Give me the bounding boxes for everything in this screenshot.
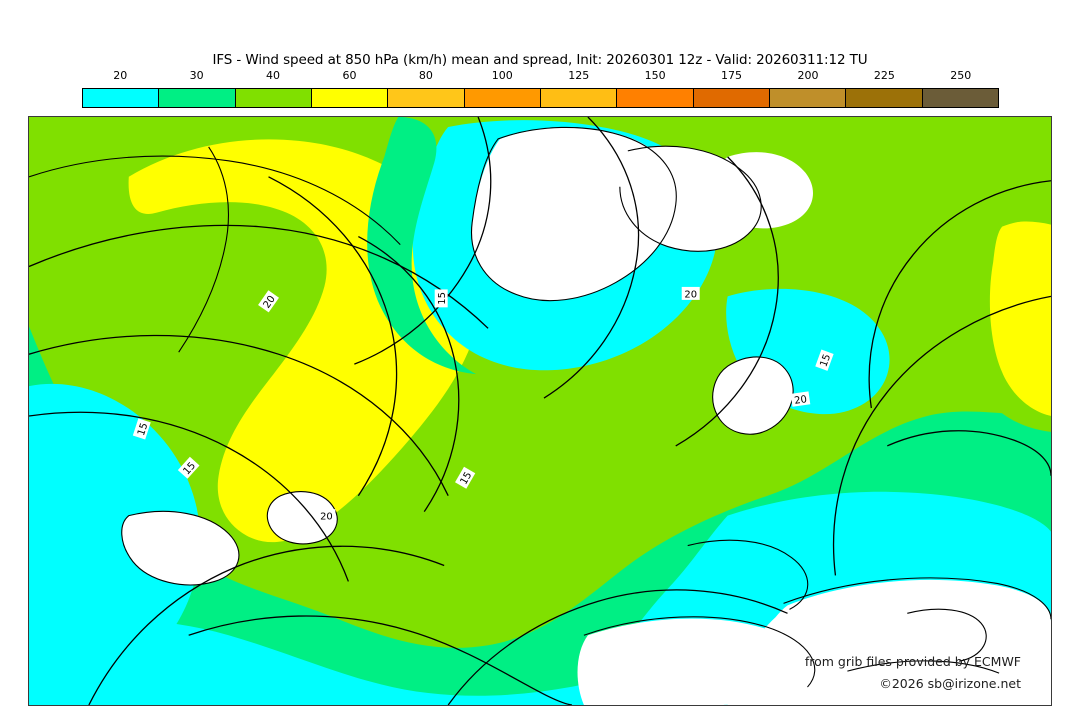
colorbar-segment-1 xyxy=(159,89,236,107)
contour-label: 20 xyxy=(681,286,700,300)
colorbar-segments xyxy=(82,88,999,108)
colorbar-tick-30: 30 xyxy=(189,69,204,82)
colorbar-segment-11 xyxy=(922,89,998,107)
contour-label-bg xyxy=(434,289,448,308)
colorbar-segment-4 xyxy=(388,89,465,107)
contour-label-bg xyxy=(177,456,200,479)
contour-label-text: 15 xyxy=(819,353,834,369)
colorbar-segment-8 xyxy=(693,89,770,107)
colorbar-segment-9 xyxy=(769,89,847,107)
colorbar-tick-80: 80 xyxy=(418,69,433,82)
map-svg: 15152020151520151520 xyxy=(29,117,1051,705)
colorbar-segment-6 xyxy=(540,89,618,107)
contour-label: 20 xyxy=(317,509,336,523)
contour-label-text: 20 xyxy=(320,512,333,523)
contour-layer xyxy=(29,117,1051,705)
colorbar-tick-200: 200 xyxy=(797,69,819,82)
colorbar-tick-250: 250 xyxy=(950,69,972,82)
attribution-copyright: ©2026 sb@irizone.net xyxy=(879,676,1021,691)
fill-band-40-60-east xyxy=(960,204,1051,432)
colorbar-tick-40: 40 xyxy=(266,69,281,82)
contour-label: 15 xyxy=(132,418,151,440)
colorbar-tick-175: 175 xyxy=(721,69,743,82)
contour-label-bg xyxy=(815,349,834,371)
colorbar-tick-150: 150 xyxy=(644,69,666,82)
map-canvas[interactable]: 15152020151520151520 from grib files pro… xyxy=(28,116,1052,706)
contour-label-text: 15 xyxy=(136,422,150,437)
colorbar-tick-60: 60 xyxy=(342,69,357,82)
contour-label-bg xyxy=(681,286,700,300)
map-fill-layer xyxy=(29,117,1051,705)
contour-label-text: 15 xyxy=(437,292,448,305)
colorbar-tick-labels: 20 30 40 60 80 100 125 150 175 200 225 250 xyxy=(82,69,999,83)
colorbar-segment-10 xyxy=(846,89,923,107)
contour-label: 15 xyxy=(434,289,448,308)
colorbar-segment-5 xyxy=(464,89,541,107)
colorbar-tick-125: 125 xyxy=(568,69,590,82)
contour-label-text: 15 xyxy=(458,470,474,486)
contour-label-text: 20 xyxy=(684,289,697,300)
contour-label-bg xyxy=(455,466,476,489)
colorbar-segment-2 xyxy=(235,89,312,107)
attribution-source: from grib files provided by ECMWF xyxy=(804,654,1021,669)
colorbar-segment-7 xyxy=(617,89,694,107)
page-title: IFS - Wind speed at 850 hPa (km/h) mean … xyxy=(212,52,868,68)
contour-label-bg xyxy=(132,418,151,440)
contour-label-bg xyxy=(790,391,811,407)
colorbar-tick-20: 20 xyxy=(113,69,128,82)
coastline-layer xyxy=(29,126,1051,688)
fill-band-30-40-arctic-rim xyxy=(367,117,477,375)
colorbar-segment-3 xyxy=(311,89,389,107)
colorbar-tick-225: 225 xyxy=(873,69,895,82)
contour-label-bg xyxy=(258,290,279,313)
contour-label: 20 xyxy=(790,391,811,407)
colorbar xyxy=(82,88,999,108)
contour-label: 15 xyxy=(815,349,834,371)
contour-label-text: 20 xyxy=(794,394,808,407)
fill-below-scale-white xyxy=(121,127,1051,705)
contour-label-bg xyxy=(317,509,336,523)
colorbar-tick-100: 100 xyxy=(491,69,513,82)
fill-band-60-80-east xyxy=(989,219,1051,416)
colorbar-segment-0 xyxy=(83,89,160,107)
contour-label: 15 xyxy=(455,466,476,489)
